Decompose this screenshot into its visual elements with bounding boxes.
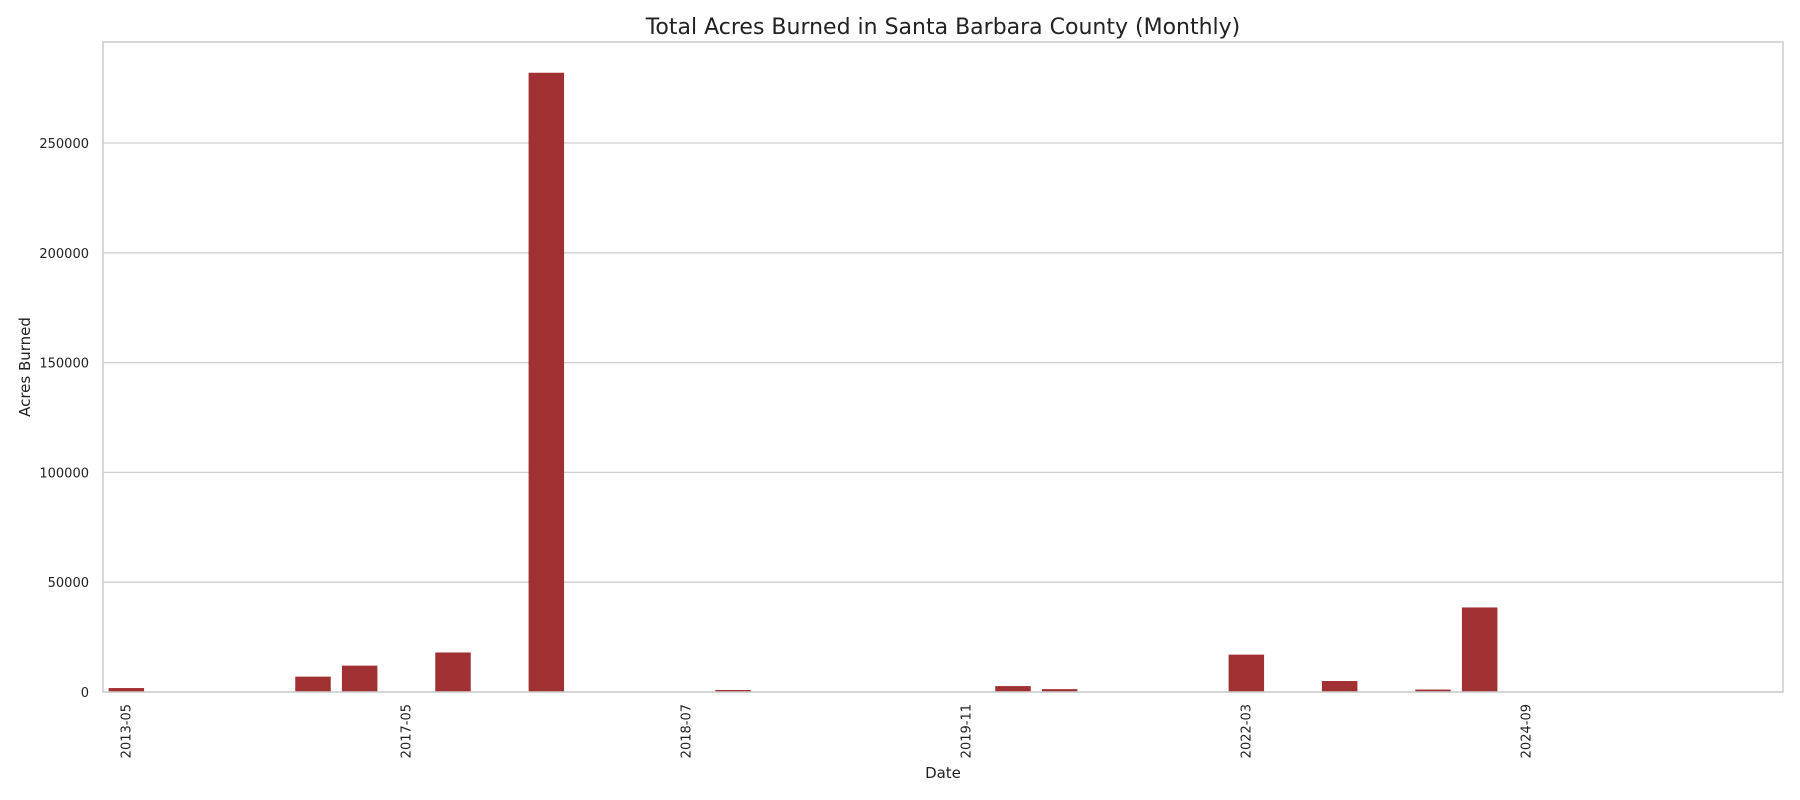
- x-tick-label: 2018-07: [679, 704, 694, 758]
- x-tick-label: 2024-09: [1519, 704, 1534, 758]
- y-tick-label: 200000: [39, 247, 89, 262]
- bar: [528, 72, 565, 693]
- bar: [1461, 607, 1498, 692]
- x-tick-label: 2022-03: [1239, 704, 1254, 758]
- x-axis-label: Date: [925, 764, 961, 782]
- y-tick-label: 0: [81, 686, 89, 701]
- bar: [995, 686, 1031, 692]
- bar: [1415, 689, 1451, 692]
- chart-title: Total Acres Burned in Santa Barbara Coun…: [645, 15, 1241, 40]
- x-tick-label: 2017-05: [399, 704, 414, 758]
- bar: [108, 688, 145, 692]
- y-tick-label: 250000: [39, 137, 89, 152]
- plot-frame: [102, 41, 1784, 693]
- bar: [295, 676, 331, 692]
- bar: [1041, 689, 1078, 692]
- bar: [1321, 681, 1358, 692]
- x-tick-label: 2019-11: [959, 704, 974, 758]
- x-tick-label: 2013-05: [119, 704, 134, 758]
- grid: [103, 142, 1783, 693]
- y-axis-ticks: 0 50000 100000 150000 200000 250000: [39, 137, 89, 701]
- bar: [435, 652, 471, 692]
- x-axis-ticks: 2013-05 2017-05 2018-07 2019-11 2022-03 2024-…: [119, 704, 1534, 758]
- y-axis-label: Acres Burned: [16, 317, 34, 417]
- bar: [1228, 654, 1265, 692]
- y-tick-label: 100000: [39, 466, 89, 481]
- bar: [715, 690, 751, 692]
- bars: [108, 72, 1498, 693]
- y-tick-label: 50000: [48, 576, 89, 591]
- bar: [341, 665, 378, 692]
- y-tick-label: 150000: [39, 357, 89, 372]
